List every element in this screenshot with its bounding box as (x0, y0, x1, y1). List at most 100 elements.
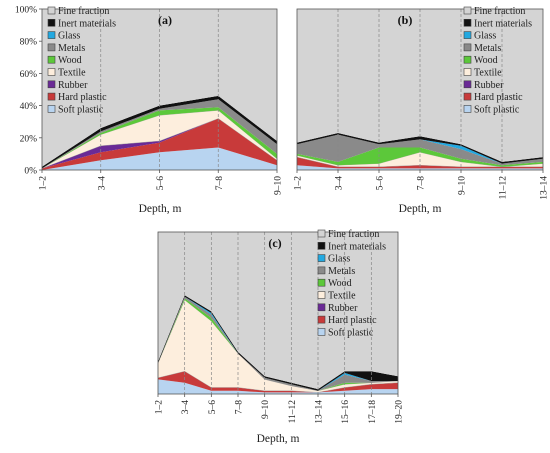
panel-b-chart: 1–2 3–4 5–6 7–8 9–10 11–12 13–14 Depth, m (b) Fin… (294, 6, 550, 215)
legend-swatch-textile (47, 68, 56, 76)
legend-label-textile: Textile (328, 291, 356, 302)
legend-swatch-wood (463, 55, 472, 64)
y-tick-label: 40% (20, 102, 38, 112)
legend-swatch-wood (317, 278, 326, 287)
x-tick-label: 19–20 (395, 400, 405, 424)
legend-label-soft-plastic: Soft plastic (58, 104, 104, 115)
legend-swatch-metals (47, 43, 56, 52)
legend-swatch-glass (463, 31, 472, 39)
panel-label: (a) (158, 13, 172, 27)
legend-swatch-glass (317, 254, 326, 262)
legend-swatch-inert-materials (463, 18, 472, 27)
x-tick-label: 5–6 (156, 176, 166, 191)
legend-swatch-hard-plastic (317, 315, 326, 324)
legend-label-metals: Metals (474, 43, 501, 54)
legend-swatch-fine-fraction (317, 229, 326, 238)
legend-swatch-textile (463, 68, 472, 76)
x-axis-title: Depth, m (257, 433, 300, 445)
legend-label-fine-fraction: Fine fraction (328, 229, 379, 240)
legend-swatch-inert-materials (317, 242, 326, 250)
plot-frame (157, 231, 399, 395)
x-tick-label: 15–16 (341, 400, 351, 424)
x-tick-label: 17–18 (368, 400, 378, 424)
legend-swatch-metals (317, 266, 326, 275)
x-tick-label: 11–12 (499, 176, 509, 200)
legend-label-rubber: Rubber (328, 303, 358, 314)
x-tick-label: 13–14 (540, 176, 550, 200)
x-tick-label: 9–10 (261, 400, 271, 419)
legend-swatch-rubber (317, 303, 326, 312)
legend-label-soft-plastic: Soft plastic (474, 104, 520, 115)
legend-label-hard-plastic: Hard plastic (328, 315, 377, 326)
area-metals (158, 296, 398, 391)
x-axis-title: Depth, m (139, 203, 182, 215)
x-tick-label: 3–4 (97, 176, 107, 191)
area-fine-fraction (42, 9, 277, 167)
legend-swatch-inert-materials (47, 18, 56, 27)
x-tick-label: 9–10 (458, 176, 468, 195)
area-wood (297, 147, 543, 167)
x-tick-label: 11–12 (288, 400, 298, 424)
y-tick-label: 0% (24, 167, 37, 177)
panel-label: (c) (268, 236, 281, 250)
legend-label-hard-plastic: Hard plastic (58, 92, 107, 103)
y-tick-label: 80% (20, 38, 38, 48)
legend-swatch-fine-fraction (47, 6, 56, 15)
x-tick-label: 7–8 (215, 176, 225, 191)
x-tick-label: 5–6 (208, 400, 218, 415)
area-glass (297, 134, 543, 164)
legend-label-fine-fraction: Fine fraction (58, 6, 109, 17)
legend-label-rubber: Rubber (58, 80, 88, 91)
legend-swatch-rubber (463, 80, 472, 89)
x-tick-label: 3–4 (335, 176, 345, 191)
area-soft-plastic (297, 165, 543, 170)
x-tick-label: 1–2 (294, 176, 304, 191)
y-tick-label: 60% (20, 70, 38, 80)
legend-label-glass: Glass (474, 31, 496, 42)
legend-label-wood: Wood (474, 55, 498, 66)
x-tick-label: 7–8 (235, 400, 245, 415)
legend-label-glass: Glass (58, 31, 80, 42)
legend-label-fine-fraction: Fine fraction (474, 6, 525, 17)
legend-swatch-textile (317, 291, 326, 299)
x-tick-label: 1–2 (39, 176, 49, 191)
legend-label-inert-materials: Inert materials (328, 241, 386, 252)
legend-label-textile: Textile (474, 68, 502, 79)
legend-label-metals: Metals (328, 266, 355, 277)
area-metals (297, 134, 543, 166)
legend-label-rubber: Rubber (474, 80, 504, 91)
legend-label-metals: Metals (58, 43, 85, 54)
legend-swatch-glass (47, 31, 56, 39)
x-tick-label: 9–10 (274, 176, 284, 195)
legend-swatch-soft-plastic (47, 105, 56, 113)
legend-swatch-rubber (47, 80, 56, 89)
legend-label-inert-materials: Inert materials (58, 18, 116, 29)
legend-swatch-metals (463, 43, 472, 52)
y-tick-label: 100% (15, 6, 37, 16)
legend-label-inert-materials: Inert materials (474, 18, 532, 29)
x-tick-label: 3–4 (181, 400, 191, 415)
legend-swatch-soft-plastic (317, 328, 326, 336)
legend-swatch-wood (47, 55, 56, 64)
panel-a-chart: 0% 20% 40% 60% 80% 100% 1–2 3–4 5–6 7–8 9–10 Depth,… (15, 6, 284, 216)
panel-label: (b) (398, 13, 413, 27)
area-fine-fraction (158, 232, 398, 390)
legend-label-wood: Wood (328, 278, 352, 289)
x-tick-label: 1–2 (155, 400, 165, 415)
x-tick-label: 7–8 (417, 176, 427, 191)
x-axis-title: Depth, m (399, 203, 442, 215)
x-tick-label: 13–14 (315, 400, 325, 424)
x-tick-label: 5–6 (376, 176, 386, 191)
area-hard-plastic (158, 371, 398, 393)
legend-swatch-soft-plastic (463, 105, 472, 113)
legend-label-textile: Textile (58, 68, 86, 79)
legend-label-hard-plastic: Hard plastic (474, 92, 523, 103)
y-tick-label: 20% (20, 134, 38, 144)
legend-label-soft-plastic: Soft plastic (328, 327, 374, 338)
legend-label-wood: Wood (58, 55, 82, 66)
legend-swatch-hard-plastic (463, 92, 472, 101)
